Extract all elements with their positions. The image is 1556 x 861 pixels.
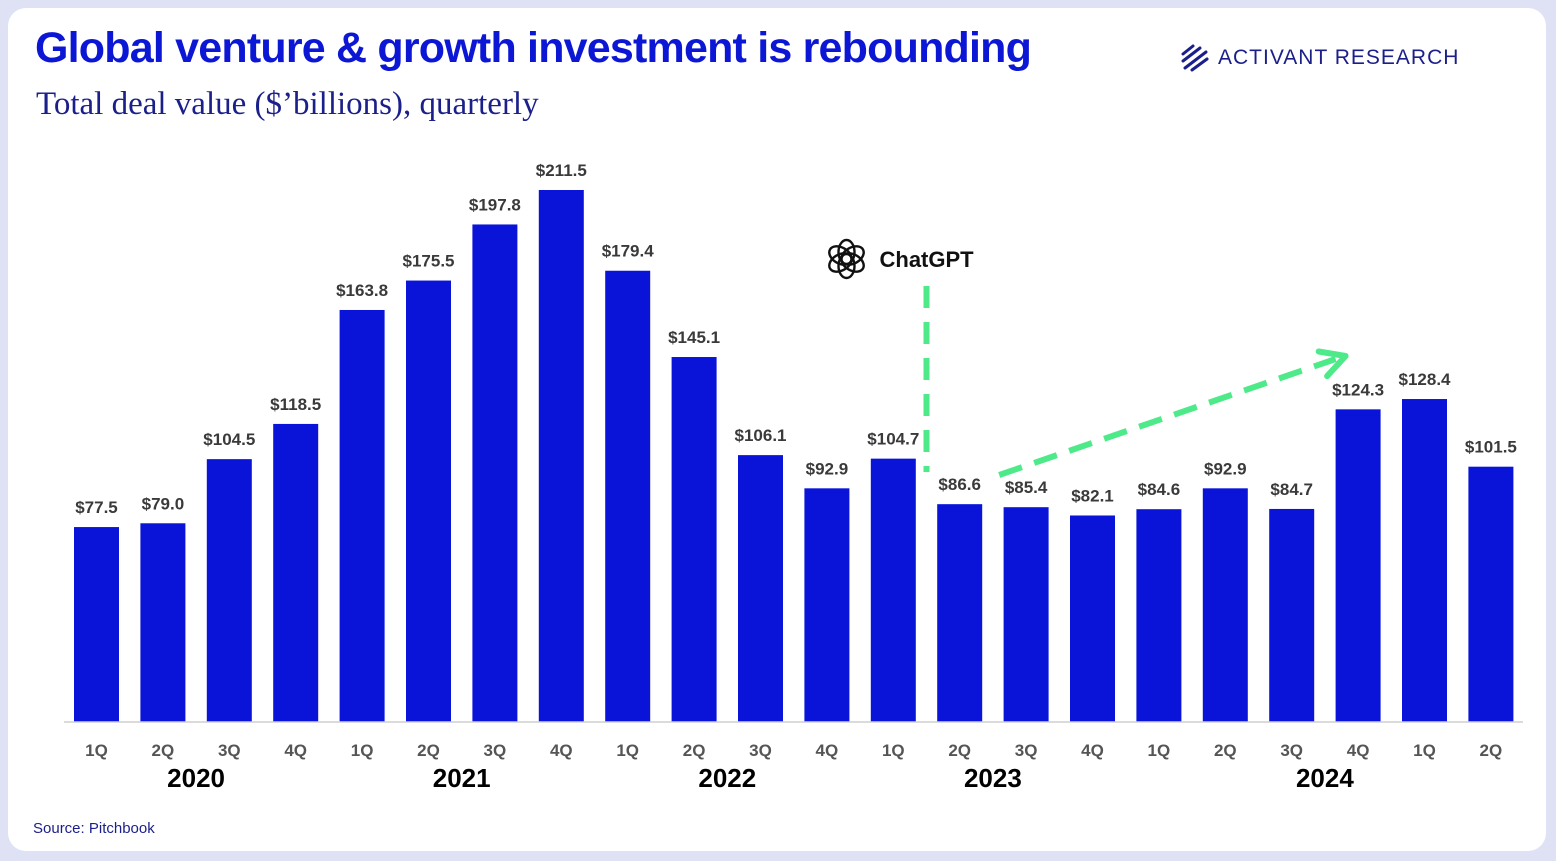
x-tick-label: 3Q — [218, 741, 241, 760]
brand-name-bold: ACTIVANT — [1218, 46, 1328, 69]
chart-title: Global venture & growth investment is re… — [35, 24, 1032, 72]
bar-value-label: $163.8 — [336, 281, 388, 300]
x-tick-label: 1Q — [1148, 741, 1171, 760]
bar-value-label: $92.9 — [806, 459, 849, 478]
year-group-label: 2020 — [167, 763, 225, 793]
brand-name-rest: RESEARCH — [1327, 46, 1460, 69]
year-group-label: 2024 — [1296, 763, 1354, 793]
labels-layer: $77.5 1Q $79.0 2Q $104.5 3Q $118.5 4Q $163.8 1Q $1… — [75, 161, 1517, 793]
x-tick-label: 2Q — [948, 741, 971, 760]
bar-value-label: $85.4 — [1005, 478, 1048, 497]
x-tick-label: 3Q — [749, 741, 772, 760]
bar-value-label: $124.3 — [1332, 380, 1384, 399]
bar-value-label: $101.5 — [1465, 438, 1517, 457]
bar-value-label: $104.5 — [203, 430, 255, 449]
x-tick-label: 4Q — [550, 741, 573, 760]
bar-value-label: $197.8 — [469, 195, 521, 214]
bar — [1269, 508, 1315, 722]
x-tick-label: 1Q — [351, 741, 374, 760]
bar-value-label: $79.0 — [142, 494, 185, 513]
bar — [1468, 466, 1514, 722]
bar-value-label: $84.6 — [1138, 480, 1181, 499]
bar — [1003, 507, 1049, 722]
source-note: Source: Pitchbook — [33, 820, 155, 837]
bar — [406, 280, 451, 722]
chatgpt-annotation-label: ChatGPT — [880, 247, 975, 272]
year-group-label: 2021 — [433, 763, 491, 793]
bar — [804, 488, 850, 722]
bar — [1402, 399, 1447, 722]
x-tick-label: 3Q — [1280, 741, 1303, 760]
year-group-label: 2023 — [964, 763, 1022, 793]
bar — [472, 224, 518, 723]
bar — [937, 504, 983, 722]
x-tick-label: 4Q — [816, 741, 839, 760]
bar — [1136, 509, 1182, 722]
bar — [1202, 488, 1248, 722]
x-tick-label: 2Q — [683, 741, 706, 760]
bar-value-label: $92.9 — [1204, 459, 1247, 478]
trend-arrow-line — [998, 356, 1337, 478]
bar-value-label: $211.5 — [536, 161, 587, 180]
bar — [273, 423, 319, 722]
year-group-label: 2022 — [698, 763, 756, 793]
bars-layer — [74, 190, 1514, 723]
brand-name: ACTIVANT RESEARCH — [1218, 46, 1459, 70]
bar — [339, 309, 385, 722]
bar — [605, 270, 651, 722]
x-tick-label: 3Q — [1015, 741, 1038, 760]
x-tick-label: 1Q — [882, 741, 905, 760]
bar — [538, 190, 584, 722]
bar-value-label: $104.7 — [867, 430, 919, 449]
trend-arrow-head — [1315, 348, 1349, 380]
bar — [74, 527, 119, 722]
bar-value-label: $179.4 — [602, 242, 655, 261]
bar-value-label: $128.4 — [1399, 370, 1452, 389]
bar — [671, 357, 717, 722]
x-tick-label: 4Q — [1347, 741, 1370, 760]
x-tick-label: 3Q — [484, 741, 507, 760]
bar — [140, 523, 186, 722]
bar — [870, 458, 916, 722]
bar — [206, 459, 252, 722]
activant-stripes-logo-icon — [1181, 44, 1209, 72]
x-tick-label: 2Q — [1480, 741, 1503, 760]
bar-value-label: $106.1 — [735, 426, 787, 445]
bar-value-label: $77.5 — [75, 498, 118, 517]
bar — [738, 455, 783, 722]
x-tick-label: 4Q — [284, 741, 307, 760]
openai-logo-icon — [828, 238, 865, 280]
x-tick-label: 4Q — [1081, 741, 1104, 760]
x-tick-label: 2Q — [1214, 741, 1237, 760]
annotations-layer: ChatGPT — [828, 238, 1349, 478]
x-tick-label: 2Q — [152, 741, 175, 760]
bar-value-label: $118.5 — [270, 395, 321, 414]
chart-subtitle: Total deal value ($’billions), quarterly — [36, 86, 539, 122]
brand-logo: ACTIVANT RESEARCH — [1180, 44, 1459, 72]
x-tick-label: 2Q — [417, 741, 440, 760]
bar — [1070, 515, 1115, 722]
bar-value-label: $86.6 — [938, 475, 981, 494]
x-tick-label: 1Q — [616, 741, 639, 760]
bar-value-label: $84.7 — [1270, 480, 1313, 499]
x-tick-label: 1Q — [85, 741, 108, 760]
bar-value-label: $145.1 — [668, 328, 720, 347]
bar — [1335, 409, 1381, 722]
bar-value-label: $82.1 — [1071, 486, 1114, 505]
bar-value-label: $175.5 — [403, 252, 455, 271]
x-tick-label: 1Q — [1413, 741, 1436, 760]
